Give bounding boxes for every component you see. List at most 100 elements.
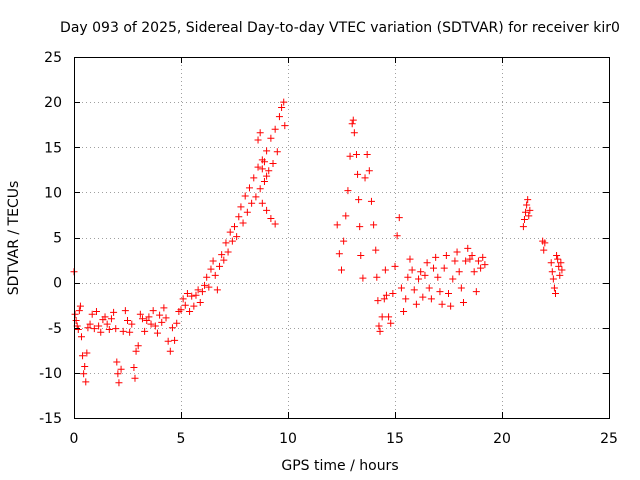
data-point (107, 315, 115, 323)
data-point (400, 308, 408, 316)
data-point (540, 246, 548, 254)
data-point (468, 252, 476, 260)
data-point (520, 215, 528, 223)
data-point (209, 257, 217, 265)
data-point (281, 122, 289, 130)
data-point (74, 326, 82, 334)
data-point (76, 302, 84, 310)
data-point (114, 370, 122, 378)
data-point (188, 292, 196, 300)
data-point (541, 239, 549, 247)
data-point (220, 256, 228, 264)
data-point (147, 320, 155, 328)
chart-title: Day 093 of 2025, Sidereal Day-to-day VTE… (60, 20, 620, 36)
data-point (258, 199, 266, 207)
data-point (375, 322, 383, 330)
data-point (134, 342, 142, 350)
data-point (128, 320, 136, 328)
data-point (203, 273, 211, 281)
data-point (117, 365, 125, 373)
data-point (419, 293, 427, 301)
y-tick-label: 5 (53, 231, 62, 247)
data-point (349, 116, 357, 124)
data-point (183, 289, 191, 297)
data-point (412, 300, 420, 308)
data-point (198, 288, 206, 296)
data-point (402, 295, 410, 303)
data-point (112, 325, 120, 333)
data-point (181, 301, 189, 309)
data-point (434, 273, 442, 281)
data-point (346, 152, 354, 160)
data-point (164, 337, 172, 345)
data-point (105, 326, 113, 334)
data-point (522, 208, 530, 216)
x-tick-label: 20 (493, 431, 511, 447)
data-point (235, 213, 243, 221)
data-point (113, 358, 121, 366)
data-point (241, 192, 249, 200)
data-point (115, 379, 123, 387)
data-point (265, 167, 273, 175)
data-point (267, 134, 275, 142)
data-point (380, 295, 388, 303)
data-point (462, 257, 470, 265)
data-point (356, 223, 364, 231)
data-point (340, 237, 348, 245)
data-point (363, 150, 371, 158)
data-point (130, 363, 138, 371)
data-point (192, 291, 200, 299)
series-afternoon (333, 116, 489, 335)
data-point (549, 275, 557, 283)
data-point (82, 378, 90, 386)
data-point (254, 136, 262, 144)
x-tick-label: 5 (177, 431, 186, 447)
data-point (151, 322, 159, 330)
data-point (166, 347, 174, 355)
data-point (558, 266, 566, 274)
data-point (442, 252, 450, 260)
data-point (381, 266, 389, 274)
data-point (357, 252, 365, 260)
data-point (459, 298, 467, 306)
data-point (263, 206, 271, 214)
data-point (145, 313, 153, 321)
data-point (213, 286, 221, 294)
data-point (160, 304, 168, 312)
data-point (466, 255, 474, 263)
data-point (382, 291, 390, 299)
data-point (523, 201, 531, 209)
data-point (552, 289, 559, 297)
data-point (479, 253, 487, 261)
data-point (557, 259, 565, 267)
data-point (260, 158, 268, 166)
data-point (481, 261, 489, 269)
data-point (395, 214, 403, 222)
data-point (168, 324, 176, 332)
y-tick-label: 20 (44, 95, 62, 111)
data-point (239, 219, 247, 227)
data-point (90, 325, 98, 333)
data-point (342, 212, 350, 220)
data-point (101, 313, 109, 321)
axis-ticks (74, 57, 610, 419)
y-tick-label: -10 (39, 366, 62, 382)
data-point (126, 328, 134, 336)
data-point (80, 370, 88, 378)
x-tick-label: 25 (600, 431, 618, 447)
data-point (451, 257, 459, 265)
data-point (378, 313, 386, 321)
data-point (158, 318, 166, 326)
series-early-morning (70, 228, 236, 387)
x-tick-label: 0 (70, 431, 79, 447)
data-point (194, 286, 202, 294)
x-tick-label: 10 (279, 431, 297, 447)
data-point (440, 264, 448, 272)
data-point (477, 264, 485, 272)
data-point (207, 265, 215, 273)
data-point (256, 185, 264, 193)
data-point (224, 248, 232, 256)
data-point (427, 295, 435, 303)
data-point (404, 273, 412, 281)
x-axis-label: GPS time / hours (281, 458, 398, 474)
